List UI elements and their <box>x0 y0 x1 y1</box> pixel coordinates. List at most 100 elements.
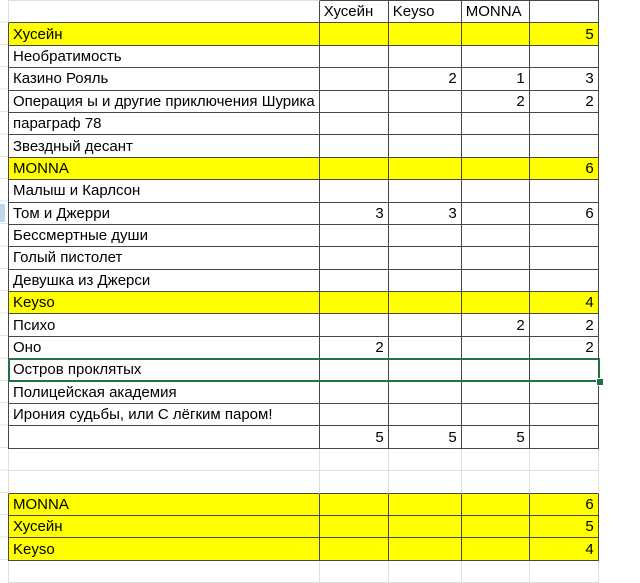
row-label-cell[interactable]: Хусейн <box>8 23 320 46</box>
value-cell[interactable] <box>319 90 389 113</box>
value-cell[interactable] <box>461 538 530 561</box>
value-cell[interactable]: 2 <box>529 336 599 360</box>
blank-cell[interactable] <box>461 471 530 494</box>
value-cell[interactable] <box>388 247 462 270</box>
row-label-cell[interactable] <box>8 426 320 449</box>
fill-handle[interactable] <box>596 378 604 386</box>
value-cell[interactable] <box>461 224 530 248</box>
value-cell[interactable]: 3 <box>388 202 462 225</box>
column-header-cell[interactable]: MONNA <box>461 0 530 24</box>
blank-cell[interactable] <box>8 471 320 494</box>
value-cell[interactable]: 5 <box>388 426 462 449</box>
value-cell[interactable]: 3 <box>319 202 389 225</box>
blank-cell[interactable] <box>8 448 320 472</box>
value-cell[interactable] <box>388 493 462 516</box>
blank-cell[interactable] <box>388 471 462 494</box>
blank-cell[interactable] <box>461 448 530 472</box>
value-cell[interactable] <box>319 23 389 46</box>
value-cell[interactable] <box>461 292 530 315</box>
column-header-cell[interactable] <box>529 0 599 24</box>
value-cell[interactable]: 5 <box>529 515 599 539</box>
value-cell[interactable]: 5 <box>529 23 599 46</box>
value-cell[interactable] <box>319 112 389 136</box>
value-cell[interactable] <box>388 90 462 113</box>
value-cell[interactable] <box>319 45 389 69</box>
column-header-cell[interactable]: Хусейн <box>319 0 389 24</box>
value-cell[interactable] <box>319 224 389 248</box>
row-label-cell[interactable]: Остров проклятых <box>8 359 320 382</box>
column-header-cell[interactable]: Keyso <box>388 0 462 24</box>
value-cell[interactable] <box>461 404 530 427</box>
value-cell[interactable] <box>319 493 389 516</box>
row-label-cell[interactable]: Бессмертные души <box>8 224 320 248</box>
row-label-cell[interactable]: Полицейская академия <box>8 381 320 405</box>
value-cell[interactable] <box>529 359 599 382</box>
value-cell[interactable] <box>529 381 599 405</box>
value-cell[interactable]: 2 <box>529 90 599 113</box>
value-cell[interactable] <box>319 135 389 158</box>
row-label-cell[interactable]: Операция ы и другие приключения Шурика <box>8 90 320 113</box>
value-cell[interactable] <box>319 180 389 203</box>
value-cell[interactable] <box>388 23 462 46</box>
row-label-cell[interactable]: Оно <box>8 336 320 360</box>
blank-cell[interactable] <box>529 471 599 494</box>
value-cell[interactable] <box>529 180 599 203</box>
value-cell[interactable] <box>388 404 462 427</box>
row-label-cell[interactable]: Казино Рояль <box>8 68 320 91</box>
value-cell[interactable]: 5 <box>319 426 389 449</box>
value-cell[interactable] <box>461 247 530 270</box>
row-label-cell[interactable]: Девушка из Джерси <box>8 269 320 293</box>
value-cell[interactable] <box>461 202 530 225</box>
value-cell[interactable] <box>461 45 530 69</box>
value-cell[interactable] <box>529 269 599 293</box>
row-label-cell[interactable]: Ирония судьбы, или С лёгким паром! <box>8 404 320 427</box>
value-cell[interactable]: 2 <box>388 68 462 91</box>
value-cell[interactable] <box>529 112 599 136</box>
value-cell[interactable] <box>319 68 389 91</box>
row-label-cell[interactable]: Необратимость <box>8 45 320 69</box>
value-cell[interactable] <box>388 381 462 405</box>
value-cell[interactable] <box>388 314 462 337</box>
row-label-cell[interactable]: Малыш и Карлсон <box>8 180 320 203</box>
value-cell[interactable] <box>319 247 389 270</box>
row-label-cell[interactable]: Звездный десант <box>8 135 320 158</box>
value-cell[interactable] <box>388 180 462 203</box>
value-cell[interactable] <box>461 336 530 360</box>
value-cell[interactable]: 6 <box>529 202 599 225</box>
value-cell[interactable] <box>529 247 599 270</box>
column-header-cell[interactable] <box>8 0 320 24</box>
value-cell[interactable]: 2 <box>529 314 599 337</box>
value-cell[interactable] <box>461 112 530 136</box>
value-cell[interactable] <box>388 269 462 293</box>
blank-cell[interactable] <box>529 448 599 472</box>
value-cell[interactable] <box>461 515 530 539</box>
value-cell[interactable] <box>529 224 599 248</box>
value-cell[interactable] <box>388 359 462 382</box>
value-cell[interactable] <box>388 45 462 69</box>
row-label-cell[interactable]: MONNA <box>8 493 320 516</box>
value-cell[interactable] <box>461 269 530 293</box>
value-cell[interactable]: 4 <box>529 538 599 561</box>
row-label-cell[interactable]: Том и Джерри <box>8 202 320 225</box>
value-cell[interactable] <box>319 404 389 427</box>
value-cell[interactable]: 2 <box>319 336 389 360</box>
value-cell[interactable] <box>529 426 599 449</box>
value-cell[interactable]: 1 <box>461 68 530 91</box>
value-cell[interactable] <box>529 135 599 158</box>
value-cell[interactable] <box>461 359 530 382</box>
value-cell[interactable] <box>461 180 530 203</box>
value-cell[interactable]: 2 <box>461 314 530 337</box>
blank-cell[interactable] <box>8 560 320 583</box>
value-cell[interactable] <box>388 112 462 136</box>
value-cell[interactable]: 2 <box>461 90 530 113</box>
value-cell[interactable] <box>319 359 389 382</box>
value-cell[interactable]: 6 <box>529 157 599 181</box>
value-cell[interactable] <box>388 336 462 360</box>
blank-cell[interactable] <box>319 448 389 472</box>
value-cell[interactable]: 4 <box>529 292 599 315</box>
row-label-cell[interactable]: параграф 78 <box>8 112 320 136</box>
value-cell[interactable] <box>388 224 462 248</box>
blank-cell[interactable] <box>319 471 389 494</box>
value-cell[interactable] <box>529 404 599 427</box>
value-cell[interactable] <box>388 135 462 158</box>
